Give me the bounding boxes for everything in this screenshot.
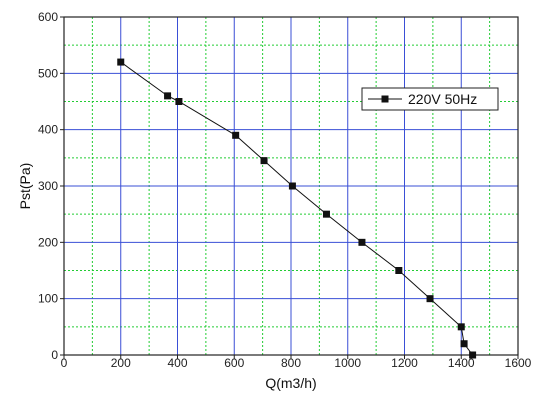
legend-label: 220V 50Hz [408, 91, 477, 107]
y-tick-label: 200 [38, 235, 58, 249]
y-tick-label: 300 [38, 179, 58, 193]
y-tick-label: 100 [38, 292, 58, 306]
x-tick-label: 1600 [505, 356, 532, 370]
x-tick-label: 0 [61, 356, 68, 370]
x-tick-label: 1400 [448, 356, 475, 370]
data-point [288, 182, 296, 190]
x-axis-title: Q(m3/h) [265, 375, 316, 391]
data-point [260, 157, 268, 165]
y-axis-title: Pst(Pa) [17, 163, 33, 210]
y-tick-label: 600 [38, 10, 58, 24]
series-layer [117, 58, 477, 359]
x-tick-label: 1200 [391, 356, 418, 370]
data-point [322, 210, 330, 218]
y-tick-label: 0 [51, 348, 58, 362]
data-point [426, 295, 434, 303]
data-point [164, 92, 172, 100]
data-point [175, 98, 183, 105]
data-point [232, 131, 240, 139]
x-tick-label: 600 [224, 356, 244, 370]
data-point [460, 340, 468, 348]
y-tick-label: 500 [38, 66, 58, 80]
y-tick-label: 400 [38, 123, 58, 137]
data-point [358, 238, 366, 246]
x-tick-label: 1000 [334, 356, 361, 370]
x-tick-label: 800 [281, 356, 301, 370]
legend: 220V 50Hz [361, 87, 499, 111]
x-tick-label: 200 [111, 356, 131, 370]
data-point [457, 323, 465, 331]
legend-box [361, 87, 499, 111]
x-axis-ticks: 0 200 400 600 800 1000 1200 1400 1600 [61, 355, 532, 370]
data-point [395, 267, 403, 274]
legend-marker-square [381, 95, 389, 103]
data-point [117, 58, 125, 66]
y-axis-ticks: 0 100 200 300 400 500 600 [38, 10, 64, 362]
x-tick-label: 400 [167, 356, 187, 370]
data-point [469, 351, 477, 359]
